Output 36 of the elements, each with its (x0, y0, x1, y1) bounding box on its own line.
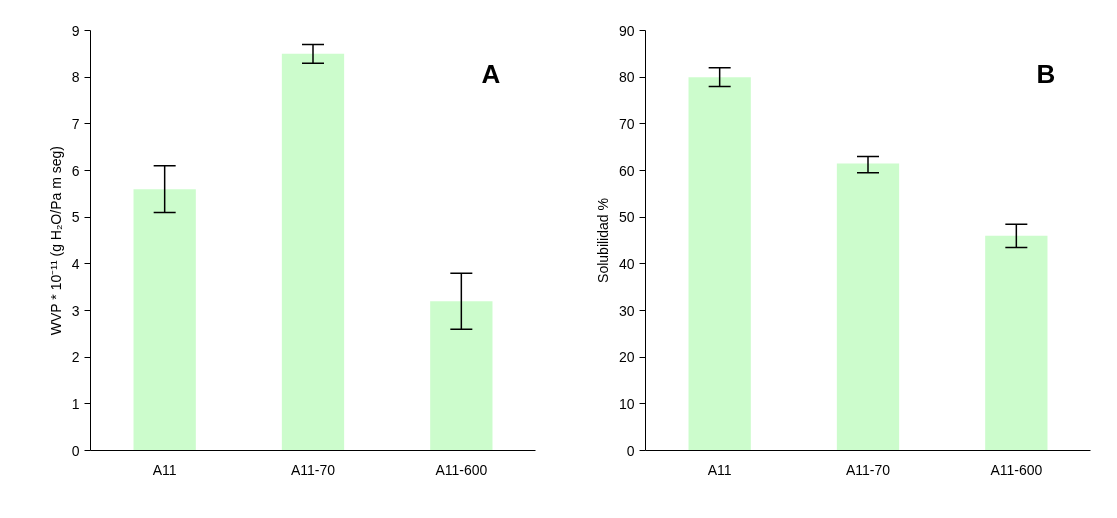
x-tick-label: A11 (152, 461, 177, 478)
y-tick-label: 60 (618, 162, 635, 179)
x-tick-label: A11 (707, 461, 732, 478)
y-tick-label: 8 (71, 69, 80, 86)
y-axis-title: WVP * 10⁻¹¹ (g H₂O/Pa m seg) (47, 146, 64, 336)
bar (133, 189, 196, 451)
y-tick-label: 20 (618, 349, 635, 366)
y-tick-label: 5 (71, 209, 80, 226)
bar (688, 77, 751, 451)
y-tick-label: 6 (71, 162, 80, 179)
bar (430, 301, 493, 451)
y-tick-label: 80 (618, 69, 635, 86)
x-tick-label: A11-70 (845, 461, 891, 478)
y-tick-label: 2 (71, 349, 80, 366)
x-tick-label: A11-600 (435, 461, 488, 478)
annotation: B (1036, 59, 1056, 90)
y-tick-label: 9 (71, 22, 80, 39)
y-tick-label: 40 (618, 255, 635, 272)
y-axis-title: Solubilidad % (594, 198, 611, 283)
y-tick-label: 3 (71, 302, 80, 319)
bar (281, 53, 345, 451)
y-tick-label: 1 (71, 395, 80, 412)
y-tick-label: 30 (618, 302, 635, 319)
y-tick-label: 0 (626, 442, 635, 459)
x-tick-label: A11-70 (290, 461, 336, 478)
y-tick-label: 4 (71, 255, 80, 272)
annotation: A (481, 59, 501, 90)
y-tick-label: 0 (71, 442, 80, 459)
y-tick-label: 7 (71, 115, 80, 132)
bar (836, 163, 900, 451)
y-tick-label: 50 (618, 209, 635, 226)
y-tick-label: 70 (618, 115, 635, 132)
y-tick-label: 90 (618, 22, 635, 39)
bar (985, 235, 1048, 451)
y-tick-label: 10 (618, 395, 635, 412)
x-tick-label: A11-600 (990, 461, 1043, 478)
